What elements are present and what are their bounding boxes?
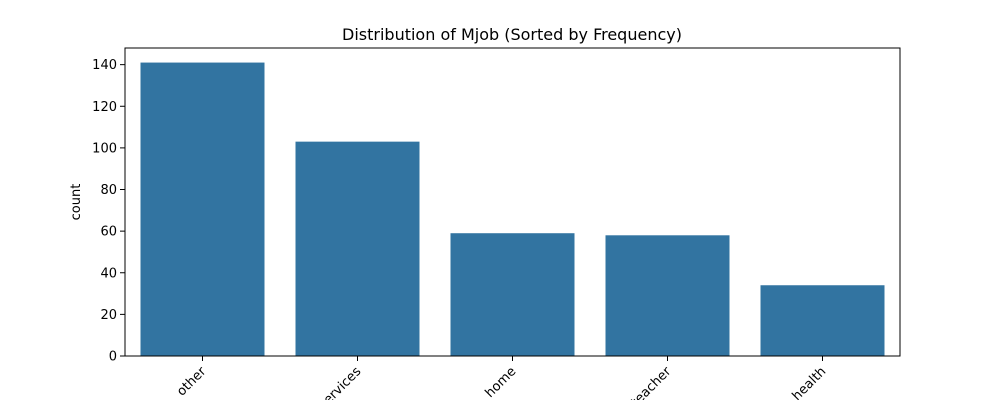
bars-group [140,62,885,356]
x-tick-label-services: services [316,364,364,400]
x-tick-label-other: other [174,364,210,400]
y-tick-label-80: 80 [100,183,117,198]
y-tick-label-100: 100 [92,141,117,156]
bar-health [760,285,885,356]
y-tick-label-120: 120 [92,100,117,115]
y-tick-label-140: 140 [92,58,117,73]
x-tick-label-teacher: teacher [629,364,675,400]
y-tick-label-20: 20 [100,308,117,323]
x-tick-label-home: home [483,364,520,400]
y-tick-label-60: 60 [100,225,117,240]
plot-frame [124,47,901,357]
y-axis-ticks: 0 20 40 60 80 100 120 140 [92,58,125,365]
bar-teacher [605,235,730,356]
chart-title: Distribution of Mjob (Sorted by Frequenc… [342,25,682,44]
y-axis-label: count [69,184,84,221]
x-axis-ticks: other services home teacher health [174,356,829,400]
y-tick-label-0: 0 [109,350,117,365]
y-tick-label-40: 40 [100,266,117,281]
bar-services [295,141,420,356]
x-tick-label-health: health [790,364,830,400]
bar-other [140,62,265,356]
bar-home [450,233,575,356]
